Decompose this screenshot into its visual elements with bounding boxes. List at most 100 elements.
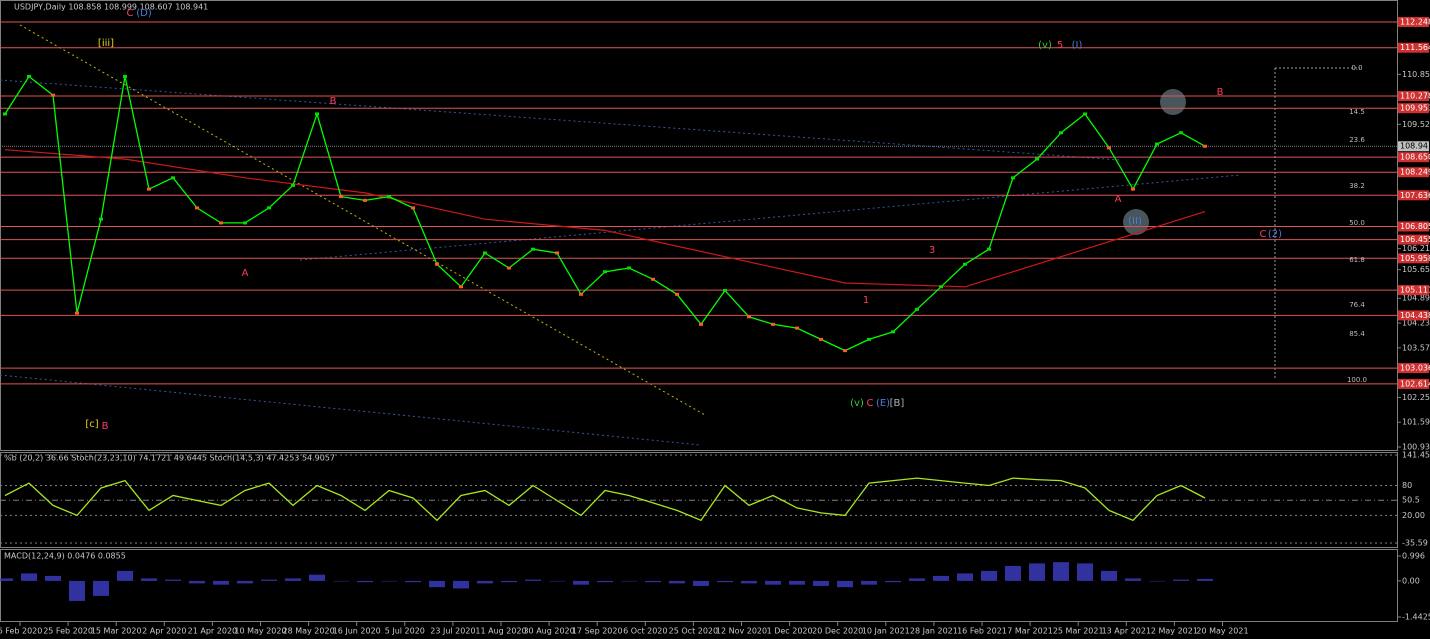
macd-bar [861, 580, 877, 585]
macd-bar [1173, 579, 1189, 581]
macd-bar [381, 580, 397, 582]
macd-bar [1197, 578, 1213, 581]
date-label: 10 Jan 2021 [862, 627, 910, 636]
level-label: 108.249 [1400, 168, 1430, 177]
wave-label: [iii] [98, 38, 114, 49]
level-box [1398, 190, 1429, 201]
price-bar [459, 285, 463, 289]
price-bar [915, 307, 919, 311]
wave-label: C [1260, 229, 1267, 240]
level-label: 112.248 [1400, 18, 1430, 27]
wave-label: (E) [876, 398, 890, 409]
price-bar [1107, 146, 1111, 150]
date-label: 28 May 2020 [283, 627, 335, 636]
date-label: 2 May 2021 [1151, 627, 1198, 636]
moving-average [4, 149, 1206, 288]
price-bar [747, 315, 751, 319]
wave-label: (I) [1072, 40, 1083, 51]
price-bar [867, 337, 871, 341]
price-tick-label: 104.895 [1402, 294, 1430, 303]
level-label: 102.614 [1400, 379, 1430, 388]
macd-bar [693, 580, 709, 586]
wave-label: 5 [1057, 40, 1063, 51]
price-bar [1059, 131, 1063, 135]
date-label: 6 Oct 2020 [623, 627, 667, 636]
price-bar [603, 270, 607, 274]
macd-tick-label: -1.4425 [1402, 613, 1430, 622]
macd-bar [669, 580, 685, 584]
price-panel [0, 0, 1398, 451]
fib-label: 61.8 [1349, 256, 1365, 264]
price-bar [387, 195, 391, 199]
price-bar [27, 74, 31, 78]
date-label: 13 Apr 2021 [1102, 627, 1151, 636]
date-label: 7 Mar 2021 [1007, 627, 1053, 636]
wave-label: 1 [863, 295, 869, 306]
date-label: 30 Aug 2020 [523, 627, 574, 636]
price-bar [819, 337, 823, 341]
date-label: 1 Dec 2020 [767, 627, 813, 636]
fib-label: 0.0 [1351, 64, 1362, 72]
macd-bar [69, 580, 85, 601]
macd-bar [909, 578, 925, 581]
macd-bar [837, 580, 853, 588]
fib-label: 23.6 [1349, 136, 1365, 144]
price-bar [843, 349, 847, 353]
date-label: 21 Apr 2020 [188, 627, 237, 636]
macd-bar [597, 580, 613, 583]
price-tick-label: 102.255 [1402, 393, 1430, 402]
oscillator-tick-label: 141.45 [1402, 451, 1430, 460]
price-bar [531, 247, 535, 251]
fib-label: 38.2 [1349, 182, 1365, 190]
wave-label: B [1217, 87, 1224, 98]
price-bar [147, 187, 151, 191]
fib-label: 50.0 [1349, 219, 1365, 227]
level-label: 110.278 [1400, 92, 1430, 101]
macd-bar [645, 580, 661, 583]
wave-label: (v) [850, 398, 864, 409]
macd-bar [261, 579, 277, 581]
macd-bar [1005, 565, 1021, 581]
level-label: 105.958 [1400, 254, 1430, 263]
price-bar [1203, 144, 1207, 148]
wave-circle [1160, 89, 1186, 115]
macd-bar [1149, 580, 1165, 582]
price-bar [1131, 187, 1135, 191]
date-label: 10 May 2020 [234, 627, 286, 636]
trend-line [0, 374, 701, 446]
current-price-box [1398, 141, 1429, 152]
wave-label: [B] [890, 398, 905, 409]
wave-label: (v) [1038, 40, 1052, 51]
oscillator-tick-label: 20.00 [1402, 511, 1425, 520]
price-bar [627, 266, 631, 270]
price-bar [3, 112, 7, 116]
price-bar [411, 206, 415, 210]
price-bar [1155, 142, 1159, 146]
date-label: 28 Jan 2021 [910, 627, 958, 636]
price-tick-label: 110.855 [1402, 70, 1430, 79]
price-bar [771, 322, 775, 326]
level-box [1398, 253, 1429, 264]
price-bar [1035, 157, 1039, 161]
fib-label: 85.4 [1349, 330, 1365, 338]
level-box [1398, 234, 1429, 245]
macd-bar [1053, 562, 1069, 581]
level-label: 103.036 [1400, 364, 1430, 373]
macd-bar [117, 570, 133, 581]
macd-title: MACD(12,24,9) 0.0476 0.0855 [4, 552, 126, 561]
macd-bar [45, 575, 61, 581]
macd-bar [1101, 570, 1117, 581]
date-label: 15 Mar 2020 [91, 627, 142, 636]
price-bar [507, 266, 511, 270]
price-bar [987, 247, 991, 251]
macd-bar [333, 580, 349, 582]
current-price-label: 108.941 [1400, 142, 1430, 151]
price-bar [75, 311, 79, 315]
level-box [1398, 103, 1429, 114]
macd-bar [213, 580, 229, 585]
price-bar [123, 74, 127, 78]
price-bar [891, 330, 895, 334]
wave-label: C [127, 8, 134, 19]
price-bar [171, 176, 175, 180]
date-label: 12 Nov 2020 [716, 627, 767, 636]
